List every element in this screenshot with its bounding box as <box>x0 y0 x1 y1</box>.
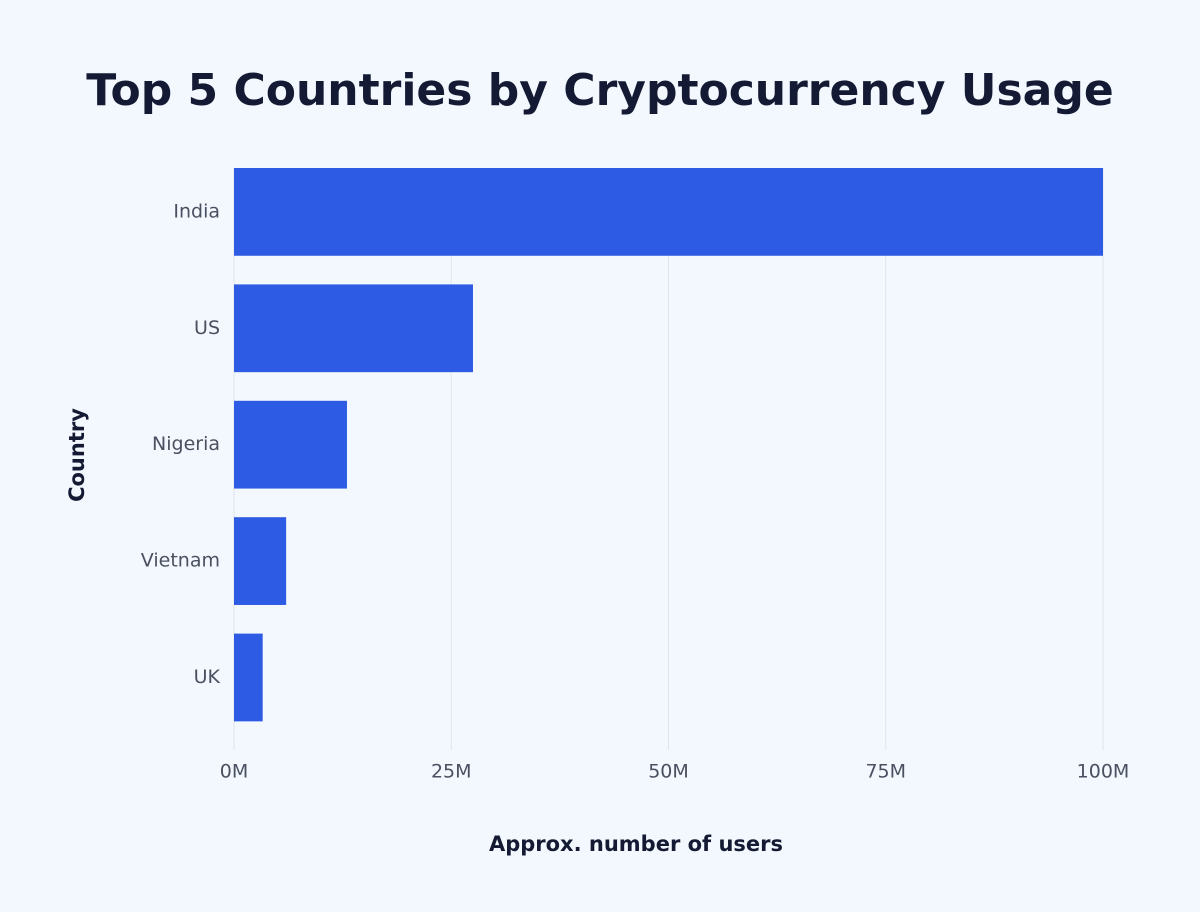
x-tick-label: 100M <box>1077 761 1130 783</box>
y-tick-label: Nigeria <box>152 433 220 455</box>
chart-title: Top 5 Countries by Cryptocurrency Usage <box>86 65 1113 116</box>
bar <box>234 284 473 373</box>
bar <box>234 633 263 722</box>
bar <box>234 517 287 605</box>
bar <box>234 400 347 489</box>
y-tick-label: US <box>194 317 220 339</box>
x-tick-label: 25M <box>431 761 472 783</box>
x-axis-title: Approx. number of users <box>489 832 783 856</box>
y-axis-title: Country <box>65 408 89 502</box>
x-tick-label: 50M <box>648 761 689 783</box>
x-tick-label: 75M <box>865 761 906 783</box>
bar <box>234 168 1103 256</box>
y-tick-label: UK <box>194 666 221 688</box>
y-tick-label: Vietnam <box>141 550 220 572</box>
x-tick-label: 0M <box>220 761 248 783</box>
y-tick-label: India <box>173 200 220 222</box>
